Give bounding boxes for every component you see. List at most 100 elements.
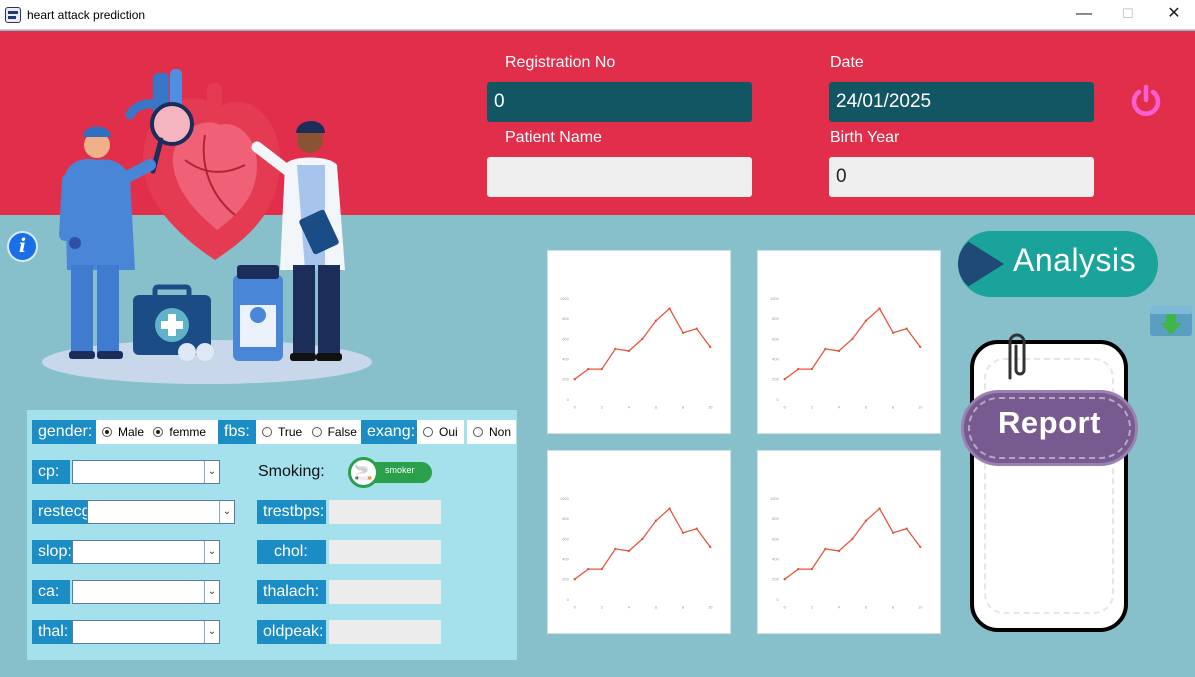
- y-tick-label: 0: [567, 597, 570, 602]
- thal-select[interactable]: ⌄: [72, 620, 220, 644]
- chart-panel-2: 1000 800 600 400 200 0 0 2 4 6 8 10: [757, 250, 941, 434]
- y-tick-label: 800: [562, 516, 569, 521]
- gender-male-label: Male: [118, 425, 145, 439]
- y-tick-label: 800: [772, 516, 779, 521]
- x-tick-label: 8: [892, 404, 895, 409]
- data-point: [837, 549, 841, 553]
- chart-panel-3: 1000 800 600 400 200 0 0 2 4 6 8 10: [547, 450, 731, 634]
- data-point: [695, 527, 698, 530]
- chevron-down-icon[interactable]: ⌄: [204, 621, 219, 643]
- series-line: [784, 307, 921, 380]
- x-tick-label: 2: [811, 604, 813, 609]
- data-point: [668, 307, 671, 310]
- x-tick-label: 0: [784, 604, 787, 609]
- y-tick-label: 800: [562, 316, 569, 321]
- exang-non-radio[interactable]: [473, 427, 483, 437]
- x-tick-label: 4: [628, 604, 631, 609]
- chart-panel-1: 1000 800 600 400 200 0 0 2 4 6 8 10: [547, 250, 731, 434]
- chart-panel-4: 1000 800 600 400 200 0 0 2 4 6 8 10: [757, 450, 941, 634]
- x-tick-label: 10: [918, 404, 923, 409]
- data-point: [783, 578, 786, 581]
- y-tick-label: 1000: [560, 296, 570, 301]
- restecg-select[interactable]: ⌄: [87, 500, 235, 524]
- ca-select[interactable]: ⌄: [72, 580, 220, 604]
- data-point: [783, 378, 786, 381]
- y-tick-label: 400: [772, 356, 779, 361]
- slop-select[interactable]: ⌄: [72, 540, 220, 564]
- data-point: [878, 507, 881, 510]
- report-button[interactable]: Report: [961, 390, 1138, 466]
- line-chart-3: 1000 800 600 400 200 00 2 4 6 8 10: [560, 496, 713, 609]
- data-point: [891, 531, 895, 534]
- download-icon[interactable]: [1148, 300, 1194, 340]
- fbs-false-radio[interactable]: [311, 427, 322, 437]
- patient-name-label: Patient Name: [505, 129, 602, 146]
- x-tick-label: 10: [708, 404, 713, 409]
- oldpeak-label: oldpeak:: [257, 620, 326, 644]
- registration-field[interactable]: 0: [487, 82, 752, 122]
- data-point: [851, 537, 854, 541]
- cp-select[interactable]: ⌄: [72, 460, 220, 484]
- gender-label: gender:: [32, 420, 96, 444]
- data-point: [587, 367, 590, 371]
- data-point: [864, 519, 868, 522]
- data-point: [614, 547, 617, 551]
- smoker-toggle[interactable]: smoker 🚬: [348, 457, 432, 488]
- chol-field[interactable]: [329, 540, 441, 564]
- gender-male-radio[interactable]: [102, 427, 112, 437]
- thal-label: thal:: [32, 620, 72, 644]
- thalach-field[interactable]: [329, 580, 441, 604]
- x-tick-label: 2: [601, 604, 603, 609]
- paperclip-icon: [1008, 333, 1026, 380]
- data-point: [573, 578, 576, 581]
- fbs-true-radio[interactable]: [262, 427, 272, 437]
- data-point: [864, 319, 868, 322]
- power-icon[interactable]: [1128, 83, 1164, 119]
- chevron-down-icon[interactable]: ⌄: [204, 581, 219, 603]
- data-point: [810, 367, 813, 371]
- y-tick-label: 0: [567, 397, 570, 402]
- chevron-down-icon[interactable]: ⌄: [204, 541, 219, 563]
- y-tick-label: 0: [777, 597, 780, 602]
- analysis-button[interactable]: Analysis: [958, 231, 1158, 297]
- gender-femme-radio[interactable]: [153, 427, 164, 437]
- data-point: [600, 567, 603, 571]
- chevron-down-icon[interactable]: ⌄: [204, 461, 219, 483]
- line-chart-4: 1000 800 600 400 200 00 2 4 6 8 10: [770, 496, 923, 609]
- y-tick-label: 400: [562, 556, 569, 561]
- oldpeak-field[interactable]: [329, 620, 441, 644]
- series-line: [574, 507, 711, 580]
- x-tick-label: 6: [655, 604, 658, 609]
- data-point: [614, 347, 617, 351]
- x-tick-label: 0: [574, 604, 577, 609]
- data-point: [695, 327, 698, 330]
- smoking-label: Smoking:: [258, 463, 325, 480]
- app-icon: [5, 7, 21, 23]
- data-point: [654, 519, 658, 522]
- close-button[interactable]: ✕: [1167, 5, 1181, 22]
- maximize-button[interactable]: ☐: [1122, 6, 1134, 21]
- y-tick-label: 400: [562, 356, 569, 361]
- trestbps-field[interactable]: [329, 500, 441, 524]
- data-point: [573, 378, 576, 381]
- y-tick-label: 0: [777, 397, 780, 402]
- chevron-down-icon[interactable]: ⌄: [219, 501, 234, 523]
- cigarette-icon: 🚬: [348, 457, 379, 488]
- patient-form-panel: [27, 410, 517, 660]
- birth-year-field[interactable]: 0: [829, 157, 1094, 197]
- data-point: [797, 567, 800, 571]
- x-tick-label: 0: [574, 404, 577, 409]
- minimize-button[interactable]: —: [1076, 5, 1092, 22]
- exang-oui-radio[interactable]: [423, 427, 433, 437]
- info-icon[interactable]: i: [9, 233, 36, 260]
- y-tick-label: 200: [772, 577, 779, 582]
- y-tick-label: 600: [772, 536, 779, 541]
- data-point: [905, 327, 908, 330]
- x-tick-label: 4: [628, 404, 631, 409]
- date-field[interactable]: 24/01/2025: [829, 82, 1094, 122]
- data-point: [641, 537, 644, 541]
- thalach-label: thalach:: [257, 580, 326, 604]
- data-point: [709, 345, 712, 349]
- patient-name-field[interactable]: [487, 157, 752, 197]
- y-tick-label: 400: [772, 556, 779, 561]
